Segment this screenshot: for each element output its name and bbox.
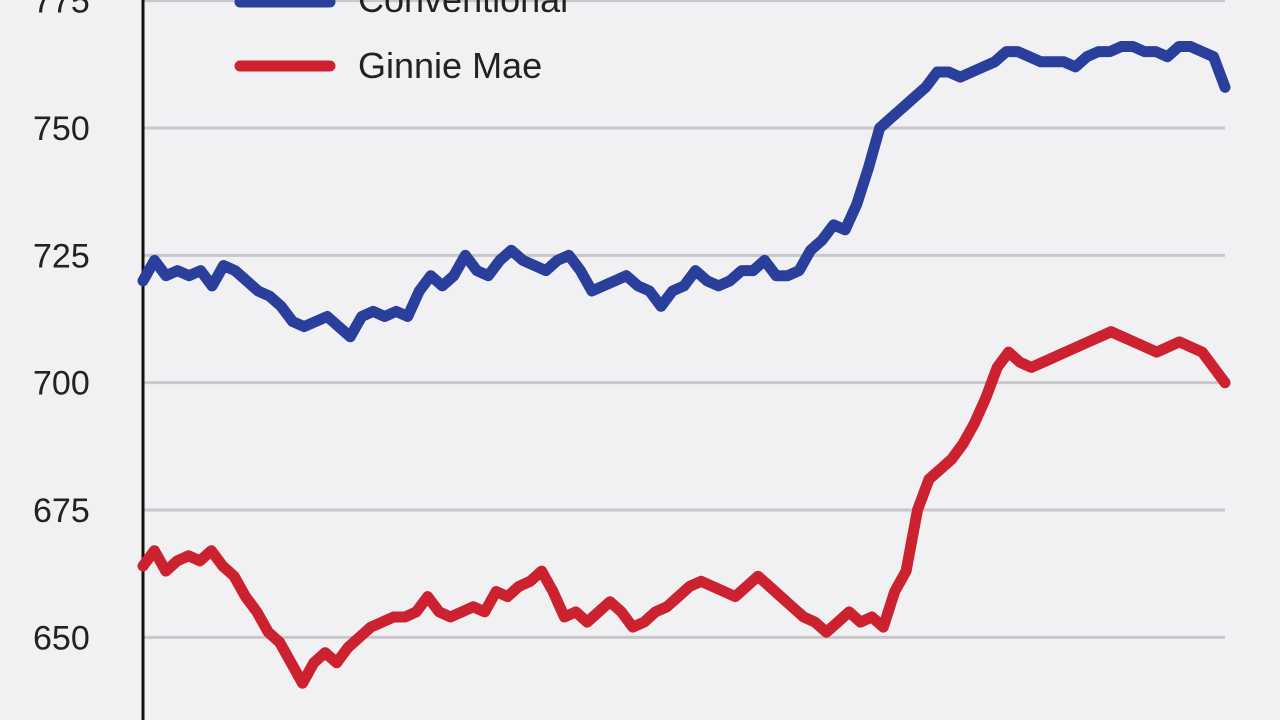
series-line-conventional xyxy=(137,41,1231,343)
gridlines xyxy=(143,0,1225,639)
series-line-ginnie-mae xyxy=(137,326,1231,689)
y-axis-ticks: 650 675 700 725 750 775 xyxy=(33,0,90,657)
y-tick-label-750: 750 xyxy=(33,110,90,148)
y-tick-label-675: 675 xyxy=(33,492,90,530)
legend-label-conventional: Conventional xyxy=(358,0,568,20)
y-tick-label-725: 725 xyxy=(33,237,90,275)
series-lines xyxy=(137,41,1231,689)
y-tick-label-650: 650 xyxy=(33,619,90,657)
legend-label-ginnie-mae: Ginnie Mae xyxy=(358,45,542,86)
y-tick-label-775: 775 xyxy=(33,0,90,21)
legend: Conventional Ginnie Mae xyxy=(234,0,568,86)
y-tick-label-700: 700 xyxy=(33,365,90,403)
